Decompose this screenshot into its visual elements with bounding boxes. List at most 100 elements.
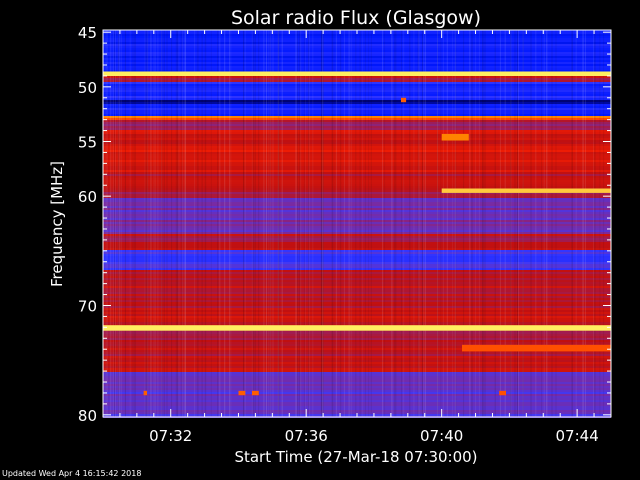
heatmap-row <box>103 370 611 372</box>
heatmap-row <box>103 252 611 254</box>
heatmap-row <box>103 102 611 104</box>
heatmap-row <box>103 262 611 264</box>
chart-title: Solar radio Flux (Glasgow) <box>231 7 481 29</box>
noise-streak <box>331 30 333 417</box>
noise-streak <box>413 30 415 417</box>
heatmap-row <box>103 94 611 96</box>
heatmap-row <box>103 146 611 148</box>
noise-streak <box>254 30 256 417</box>
noise-streak <box>308 30 310 417</box>
noise-streak <box>147 30 149 417</box>
heatmap-row <box>103 216 611 218</box>
heatmap-row <box>103 148 611 150</box>
noise-streak <box>518 30 519 417</box>
noise-streak <box>593 30 595 417</box>
heatmap-row <box>103 238 611 240</box>
heatmap-row <box>103 182 611 184</box>
heatmap-row <box>103 278 611 280</box>
heatmap-row <box>103 78 611 80</box>
heatmap-row <box>103 254 611 256</box>
heatmap-row <box>103 98 611 100</box>
heatmap-row <box>103 80 611 82</box>
noise-streak <box>194 30 196 417</box>
noise-streak <box>594 30 596 417</box>
noise-streak <box>395 30 397 417</box>
heatmap-row <box>103 294 611 296</box>
heatmap-row <box>103 108 611 110</box>
heatmap-row <box>103 56 611 58</box>
noise-streak <box>437 30 438 417</box>
heatmap-row <box>103 350 611 352</box>
noise-streak <box>348 30 350 417</box>
heatmap-row <box>103 120 611 122</box>
heatmap-row <box>103 68 611 70</box>
noise-streak <box>161 30 163 417</box>
noise-streak <box>599 30 601 417</box>
noise-streak <box>455 30 457 417</box>
heatmap-row <box>103 176 611 178</box>
noise-streak <box>269 30 271 417</box>
noise-streak <box>541 30 543 417</box>
heatmap-row <box>103 158 611 160</box>
noise-streak <box>150 30 152 417</box>
heatmap-row <box>103 132 611 134</box>
noise-streak <box>362 30 364 417</box>
heatmap-row <box>103 104 611 106</box>
noise-streak <box>106 30 108 417</box>
noise-streak <box>446 30 448 417</box>
y-tick-label: 55 <box>78 134 97 152</box>
noise-streak <box>124 30 126 417</box>
heatmap-row <box>103 204 611 206</box>
heatmap-row <box>103 268 611 270</box>
noise-streak <box>452 30 454 417</box>
noise-streak <box>543 30 545 417</box>
heatmap-row <box>103 230 611 232</box>
noise-streak <box>423 30 425 417</box>
heatmap-row <box>103 402 611 404</box>
noise-streak <box>277 30 279 417</box>
emission-feature <box>143 390 147 396</box>
heatmap-row <box>103 164 611 166</box>
heatmap-row <box>103 168 611 170</box>
noise-streak <box>555 30 557 417</box>
heatmap-row <box>103 174 611 176</box>
noise-streak <box>484 30 486 417</box>
noise-streak <box>584 30 586 417</box>
heatmap-row <box>103 310 611 312</box>
noise-streak <box>229 30 230 417</box>
heatmap-row <box>103 50 611 52</box>
noise-streak <box>185 30 186 417</box>
heatmap-row <box>103 196 611 198</box>
heatmap-row <box>103 70 611 72</box>
y-axis: 45 50 55 60 70 80 <box>78 24 611 425</box>
noise-streak <box>224 30 226 417</box>
noise-streak <box>403 30 405 417</box>
heatmap-row <box>103 90 611 92</box>
heatmap-row <box>103 128 611 130</box>
heatmap-row <box>103 222 611 224</box>
heatmap-row <box>103 200 611 202</box>
heatmap-row <box>103 136 611 138</box>
noise-streak <box>117 30 119 417</box>
noise-streak <box>150 30 152 417</box>
heatmap-row <box>103 306 611 308</box>
noise-streak <box>368 30 370 417</box>
noise-streak <box>243 30 244 417</box>
heatmap-row <box>103 242 611 244</box>
noise-streak <box>422 30 423 417</box>
heatmap-row <box>103 84 611 86</box>
emission-feature <box>401 97 407 103</box>
noise-streak <box>112 30 114 417</box>
noise-streak <box>510 30 512 417</box>
heatmap-row <box>103 154 611 156</box>
noise-streak <box>583 30 584 417</box>
noise-streak <box>482 30 484 417</box>
noise-streak <box>281 30 283 417</box>
heatmap-row <box>103 344 611 346</box>
noise-streak <box>355 30 357 417</box>
noise-streak <box>510 30 512 417</box>
heatmap-row <box>103 280 611 282</box>
heatmap-row <box>103 44 611 46</box>
heatmap-row <box>103 212 611 214</box>
x-tick-label: 07:32 <box>149 427 192 445</box>
